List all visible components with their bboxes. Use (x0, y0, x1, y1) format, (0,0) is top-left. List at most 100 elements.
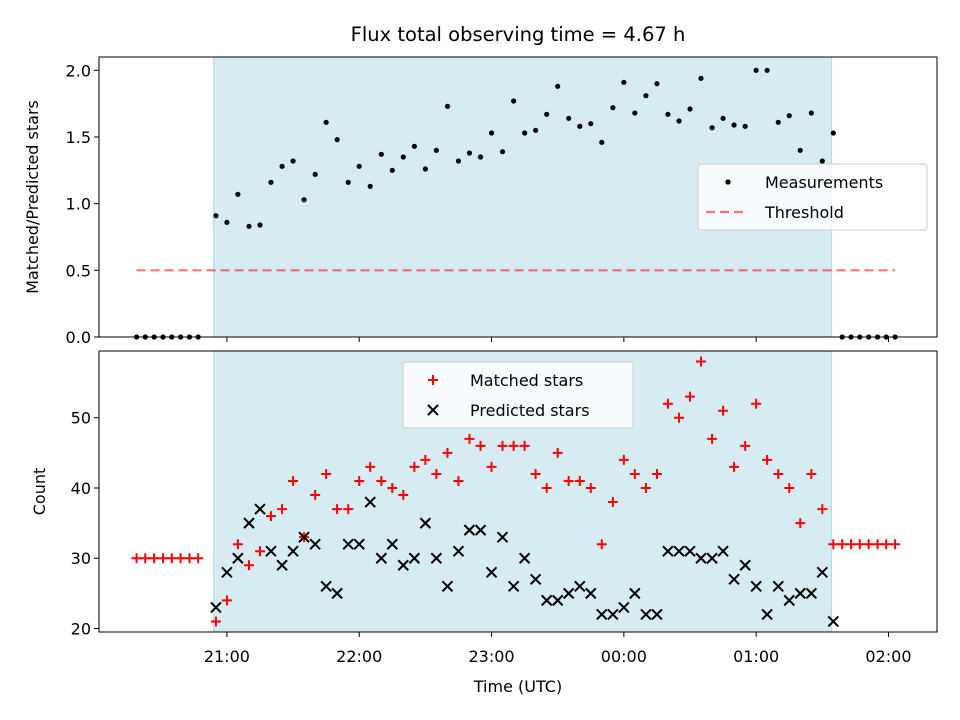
measurement-point (709, 125, 715, 131)
matched-star-point (376, 475, 387, 486)
matched-star-point (265, 511, 276, 522)
measurement-point (345, 179, 351, 185)
top-y-axis-ticks: 0.0 0.5 1.0 1.5 2.0 (66, 61, 99, 347)
measurement-point (764, 67, 770, 73)
predicted-star-point (673, 545, 685, 557)
matched-star-point (398, 490, 409, 501)
chart-title: Flux total observing time = 4.67 h (351, 23, 686, 46)
measurement-point (290, 158, 296, 164)
matched-star-point (140, 553, 151, 564)
predicted-star-point (684, 545, 696, 557)
top-legend: Measurements Threshold (697, 163, 928, 231)
predicted-star-point (618, 601, 630, 614)
predicted-star-point (739, 559, 751, 571)
matched-star-point (254, 546, 265, 557)
matched-star-point (332, 504, 343, 515)
predicted-star-point (496, 531, 509, 543)
matched-star-point (288, 475, 299, 486)
measurement-point (753, 67, 759, 73)
predicted-star-point (529, 573, 542, 586)
matched-star-point (795, 518, 806, 529)
matched-star-point (607, 497, 618, 508)
matched-star-point (784, 482, 795, 493)
legend-box (697, 163, 928, 231)
matched-star-point (751, 398, 762, 409)
matched-star-point (210, 616, 221, 627)
matched-star-point (596, 539, 607, 550)
x-tick-label: 01:00 (733, 647, 779, 666)
y-tick-label: 50 (71, 409, 91, 428)
measurement-point (444, 103, 451, 109)
predicted-star-point (761, 608, 773, 621)
matched-star-point (475, 440, 486, 451)
measurement-point (555, 83, 561, 89)
predicted-star-point (805, 587, 818, 600)
matched-star-point (762, 454, 773, 465)
predicted-star-point (397, 559, 409, 571)
measurement-point (213, 213, 219, 219)
predicted-star-point (640, 608, 652, 621)
bottom-legend: Matched stars Predicted stars (402, 361, 634, 429)
matched-star-point (486, 461, 497, 472)
matched-star-point (530, 468, 541, 479)
matched-star-point (674, 412, 685, 423)
matched-star-point (881, 539, 892, 550)
measurement-point (687, 106, 693, 112)
predicted-star-point (816, 566, 829, 578)
measurement-point (610, 105, 616, 111)
predicted-star-point (507, 580, 520, 593)
predicted-star-point (750, 580, 762, 593)
predicted-star-point (574, 580, 586, 593)
matched-star-point (221, 595, 232, 606)
predicted-star-point (331, 587, 343, 600)
measurement-point (334, 137, 340, 143)
measurement-point (488, 130, 495, 136)
measurement-point (235, 191, 241, 197)
predicted-star-point (243, 517, 255, 529)
matched-star-point (541, 482, 552, 493)
measurement-point (389, 167, 395, 173)
measurement-point (400, 154, 406, 160)
matched-star-point (497, 440, 508, 451)
matched-star-point (464, 433, 475, 444)
predicted-star-point (320, 580, 332, 593)
predicted-star-point (408, 552, 421, 564)
predicted-star-point (265, 545, 277, 557)
matched-star-point (685, 391, 696, 402)
predicted-star-point (541, 594, 553, 607)
matched-star-point (175, 553, 186, 564)
measurement-point (643, 93, 649, 99)
measurement-point (367, 183, 373, 189)
predicted-star-point (309, 538, 321, 550)
matched-star-point (387, 482, 398, 493)
matched-star-point (729, 461, 740, 472)
predicted-star-point (364, 496, 376, 508)
y-tick-label: 30 (71, 549, 91, 568)
measurement-point (532, 127, 539, 133)
matched-star-point (890, 539, 901, 550)
predicted-star-point (430, 552, 443, 564)
legend-box (402, 361, 634, 429)
measurement-point (665, 111, 671, 117)
measurement-point (731, 122, 737, 128)
measurement-point (455, 158, 462, 164)
predicted-star-point (717, 545, 729, 557)
bottom-x-axis-ticks: 21:00 22:00 23:00 00:00 01:00 02:00 (204, 632, 912, 666)
bottom-axes-frame (98, 350, 938, 633)
measurement-point (246, 223, 252, 229)
matched-star-point (828, 539, 839, 550)
matched-star-point (846, 539, 857, 550)
predicted-star-point (452, 545, 465, 557)
predicted-star-point (518, 552, 531, 564)
predicted-star-point (221, 566, 233, 578)
matched-star-point (837, 539, 848, 550)
measurement-point (676, 118, 682, 124)
top-y-axis-label: Matched/Predicted stars (23, 100, 42, 294)
measurement-point (268, 179, 274, 185)
measurement-point (830, 130, 836, 136)
matched-star-point (442, 447, 453, 458)
predicted-star-point (342, 538, 354, 550)
matched-star-point (519, 440, 530, 451)
measurement-point (819, 158, 825, 164)
predicted-star-point (474, 524, 487, 536)
